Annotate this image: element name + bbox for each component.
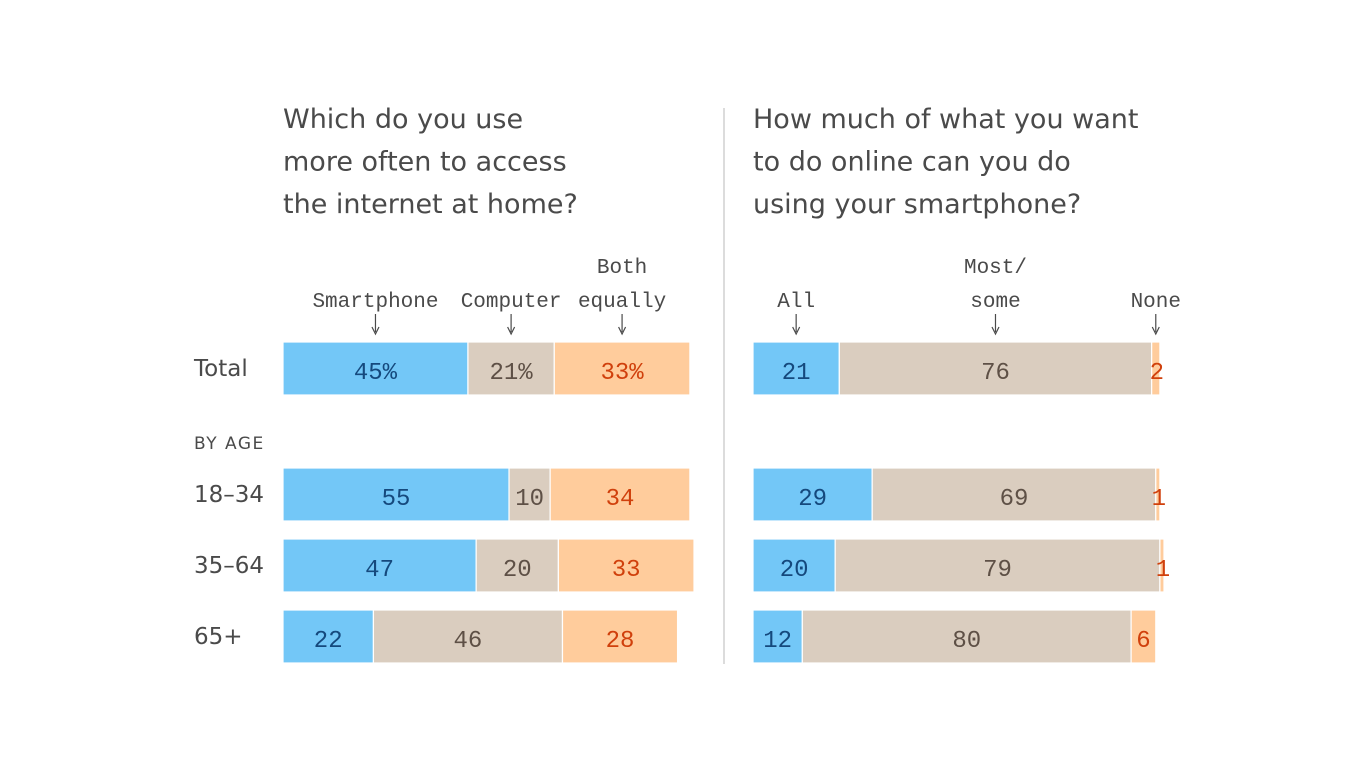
arrow-icon: [1151, 326, 1160, 336]
data-label: 79: [983, 557, 1012, 584]
legend-label: Smartphone: [312, 291, 438, 314]
data-label: 10: [515, 486, 544, 513]
data-label: 1: [1156, 557, 1170, 584]
data-label: 28: [606, 628, 635, 655]
bar-segment: [561, 609, 679, 664]
chart-title-line: the internet at home?: [283, 189, 578, 220]
data-label: 21%: [489, 360, 533, 387]
bar-segment: [557, 538, 695, 593]
bar-segment: [801, 609, 1132, 664]
chart-title-line: to do online can you do: [753, 147, 1071, 178]
data-label: 12: [763, 628, 792, 655]
row-label: Total: [193, 356, 248, 382]
bar-segment: [549, 467, 691, 522]
bar-segment: [752, 467, 873, 522]
bar-segment: [752, 341, 840, 396]
data-label: 34: [606, 486, 635, 513]
arrow-icon: [371, 326, 380, 336]
data-label: 20: [503, 557, 532, 584]
data-label: 33%: [600, 360, 644, 387]
legend-label: All: [777, 291, 815, 314]
bar-segment: [752, 538, 836, 593]
legend-label: equally: [578, 291, 666, 314]
chart-title-line: How much of what you want: [753, 104, 1138, 135]
data-label: 69: [1000, 486, 1029, 513]
bar-segment: [1159, 538, 1165, 593]
row-label: 65+: [194, 624, 243, 650]
bar-segment: [372, 609, 564, 664]
data-label: 21: [782, 360, 811, 387]
bar-segment: [1155, 467, 1161, 522]
row-label: 18–34: [194, 482, 264, 508]
data-label: 76: [981, 360, 1010, 387]
legend-label: Both: [597, 257, 647, 280]
row-label: 35–64: [194, 553, 264, 579]
data-label: 20: [780, 557, 809, 584]
chart-title-line: using your smartphone?: [753, 189, 1081, 220]
legend-label: some: [970, 291, 1020, 314]
arrow-icon: [792, 326, 801, 336]
data-label: 22: [314, 628, 343, 655]
data-label: 55: [382, 486, 411, 513]
data-label: 29: [798, 486, 827, 513]
data-label: 33: [612, 557, 641, 584]
legend-label: Computer: [461, 291, 562, 314]
bar-segment: [467, 341, 555, 396]
arrow-icon: [991, 326, 1000, 336]
bar-segment: [1130, 609, 1157, 664]
arrow-icon: [618, 326, 627, 336]
data-label: 1: [1152, 486, 1166, 513]
legend-label: Most/: [964, 257, 1027, 280]
arrow-icon: [507, 326, 516, 336]
data-label: 2: [1150, 360, 1164, 387]
chart-title-line: more often to access: [283, 147, 567, 178]
data-label: 45%: [354, 360, 398, 387]
chart-title-line: Which do you use: [283, 104, 523, 135]
bar-segment: [838, 341, 1153, 396]
legend-label: None: [1131, 291, 1181, 314]
bar-segment: [871, 467, 1157, 522]
data-label: 47: [365, 557, 394, 584]
data-label: 46: [454, 628, 483, 655]
data-label: 6: [1136, 628, 1150, 655]
section-label: BY AGE: [194, 434, 265, 454]
data-label: 80: [952, 628, 981, 655]
bar-segment: [553, 341, 691, 396]
bar-segment: [282, 609, 375, 664]
bar-segment: [1151, 341, 1161, 396]
